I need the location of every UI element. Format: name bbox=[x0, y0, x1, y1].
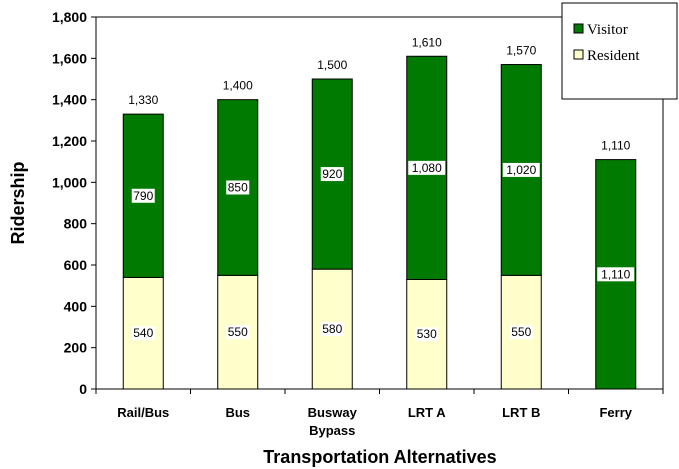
y-axis: 0 200 400 600 800 1,000 1,200 1,400 1,600 1,800 bbox=[52, 9, 96, 397]
total-label: 1,570 bbox=[506, 44, 536, 58]
x-axis: Rail/Bus Bus Busway Bypass LRT A LRT B Ferry bbox=[95, 389, 664, 438]
data-label-box bbox=[226, 180, 250, 195]
data-label-resident: 550 bbox=[228, 325, 248, 339]
y-tick-label: 800 bbox=[64, 216, 88, 232]
x-tick-label: Busway bbox=[308, 405, 358, 420]
data-label-box bbox=[408, 160, 446, 175]
total-label: 1,400 bbox=[223, 79, 253, 93]
data-label-box bbox=[502, 162, 540, 177]
data-label-resident: 540 bbox=[133, 326, 153, 340]
data-label-box bbox=[597, 267, 635, 282]
data-label-resident: 530 bbox=[417, 327, 437, 341]
data-label-resident: 580 bbox=[322, 322, 342, 336]
y-tick-label: 1,200 bbox=[52, 133, 87, 149]
y-tick-label: 400 bbox=[64, 298, 88, 314]
y-tick-label: 1,000 bbox=[52, 174, 87, 190]
total-label: 1,500 bbox=[317, 58, 347, 72]
x-axis-title: Transportation Alternatives bbox=[263, 447, 496, 467]
data-label-box bbox=[415, 327, 439, 342]
y-tick-label: 600 bbox=[64, 257, 88, 273]
data-label-resident: 550 bbox=[511, 325, 531, 339]
x-tick-label: LRT B bbox=[502, 405, 540, 420]
data-label-visitor: 1,110 bbox=[601, 267, 630, 281]
data-label-box bbox=[131, 188, 155, 203]
data-label-visitor: 920 bbox=[322, 167, 342, 181]
x-tick-label: Ferry bbox=[599, 405, 632, 420]
y-tick-label: 1,800 bbox=[52, 9, 87, 25]
data-label-box bbox=[320, 167, 344, 182]
x-tick-label: Bus bbox=[225, 405, 250, 420]
y-axis-title: Ridership bbox=[8, 161, 28, 244]
bars: 540 790 1,330 550 850 1,400 580 920 1,500 530 1,08… bbox=[122, 35, 637, 390]
x-tick-label: Rail/Bus bbox=[117, 405, 169, 420]
total-label: 1,110 bbox=[601, 139, 630, 153]
data-label-visitor: 790 bbox=[133, 189, 153, 203]
data-label-box bbox=[320, 322, 344, 337]
data-label-box bbox=[131, 326, 155, 341]
data-label-visitor: 1,020 bbox=[506, 163, 536, 177]
y-tick-label: 200 bbox=[64, 340, 88, 356]
y-tick-label: 1,400 bbox=[52, 92, 87, 108]
legend-swatch-resident bbox=[573, 49, 584, 60]
total-label: 1,330 bbox=[128, 93, 158, 107]
legend-swatch-visitor bbox=[573, 23, 584, 34]
legend: Visitor Resident bbox=[561, 2, 678, 100]
data-label-visitor: 1,080 bbox=[412, 161, 442, 175]
data-label-box bbox=[226, 325, 250, 340]
legend-label-resident: Resident bbox=[587, 48, 640, 64]
data-label-visitor: 850 bbox=[228, 181, 248, 195]
x-tick-label: LRT A bbox=[408, 405, 446, 420]
y-tick-label: 1,600 bbox=[52, 50, 87, 66]
y-tick-label: 0 bbox=[79, 381, 87, 397]
data-label-box bbox=[509, 325, 533, 340]
legend-label-visitor: Visitor bbox=[587, 22, 628, 38]
total-label: 1,610 bbox=[412, 35, 442, 49]
x-tick-label: Bypass bbox=[309, 423, 355, 438]
